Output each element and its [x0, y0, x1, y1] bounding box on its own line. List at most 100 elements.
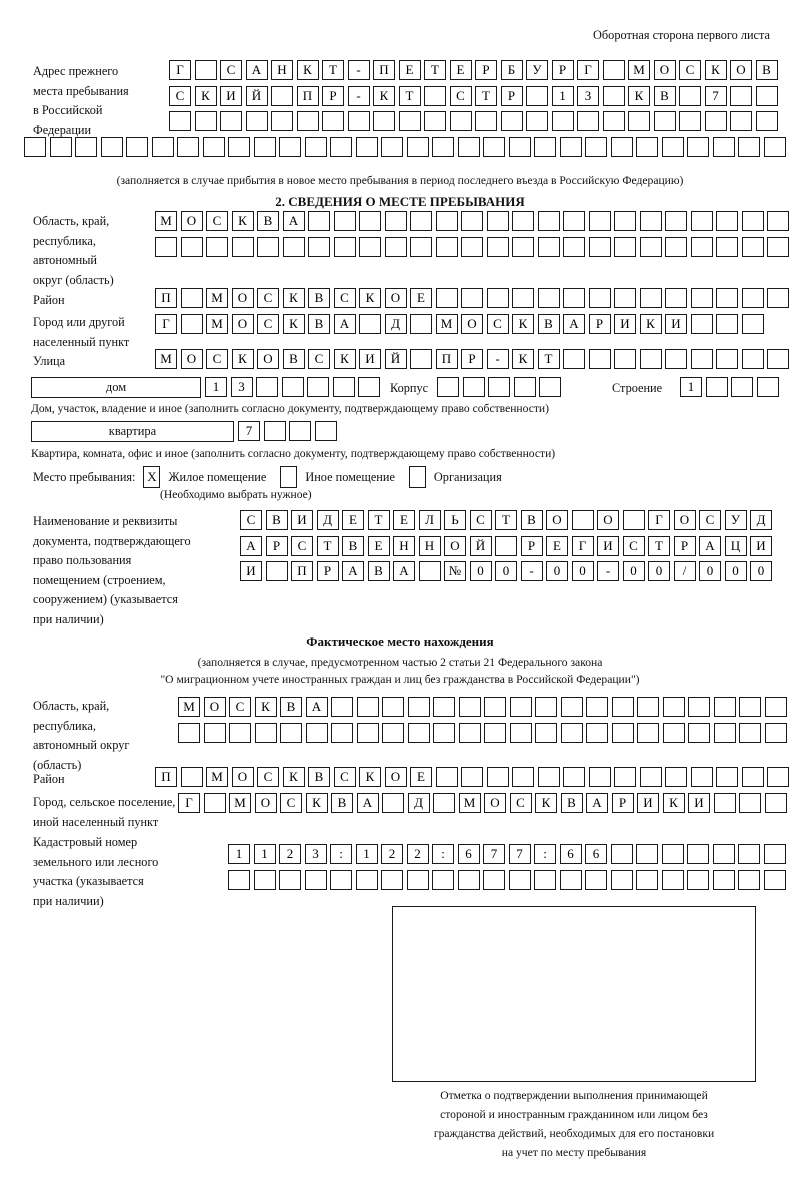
char-cell[interactable]: -	[486, 349, 509, 369]
char-cell[interactable]: Н	[393, 535, 415, 556]
char-cell[interactable]: Т	[648, 535, 670, 556]
char-cell[interactable]: К	[359, 767, 381, 787]
char-cell[interactable]	[449, 111, 472, 131]
char-cell[interactable]: Р	[588, 314, 611, 334]
char-cell[interactable]: К	[194, 85, 217, 106]
char-cell[interactable]: -	[597, 561, 619, 581]
char-cell[interactable]: С	[291, 535, 313, 556]
char-cell[interactable]	[512, 288, 534, 308]
char-cell[interactable]	[180, 767, 203, 787]
char-cell[interactable]	[194, 60, 217, 80]
char-cell[interactable]	[382, 793, 404, 813]
char-cell[interactable]	[679, 111, 701, 131]
char-cell[interactable]	[435, 211, 458, 231]
char-cell[interactable]	[741, 314, 764, 334]
char-cell[interactable]: А	[356, 793, 379, 813]
char-cell[interactable]: М	[206, 288, 228, 308]
char-cell[interactable]	[359, 211, 381, 231]
char-cell[interactable]	[512, 767, 534, 787]
char-cell[interactable]: 3	[577, 85, 599, 106]
char-cell[interactable]: Т	[398, 85, 421, 106]
char-cell[interactable]	[49, 136, 72, 157]
char-cell[interactable]	[432, 869, 454, 890]
char-cell[interactable]	[764, 793, 787, 813]
char-cell[interactable]	[433, 793, 455, 813]
char-cell[interactable]: Б	[500, 60, 523, 80]
char-cell[interactable]: Е	[546, 535, 568, 556]
char-cell[interactable]	[381, 136, 403, 157]
char-cell[interactable]	[704, 111, 727, 131]
char-cell[interactable]: В	[560, 793, 583, 813]
char-cell[interactable]	[661, 844, 684, 864]
char-cell[interactable]: Р	[475, 60, 497, 80]
char-cell[interactable]: О	[231, 288, 254, 308]
char-cell[interactable]: К	[512, 349, 534, 369]
char-cell[interactable]: Т	[367, 510, 390, 530]
char-cell[interactable]	[331, 722, 353, 743]
char-cell[interactable]	[228, 869, 250, 890]
char-cell[interactable]	[382, 697, 404, 717]
char-cell[interactable]: И	[614, 314, 636, 334]
char-cell[interactable]	[755, 85, 778, 106]
char-cell[interactable]	[585, 869, 607, 890]
char-cell[interactable]: М	[206, 767, 228, 787]
char-cell[interactable]: О	[444, 535, 466, 556]
char-cell[interactable]	[767, 767, 789, 787]
char-cell[interactable]	[194, 111, 217, 131]
char-cell[interactable]: В	[331, 793, 353, 813]
char-cell[interactable]	[407, 697, 430, 717]
char-cell[interactable]: О	[257, 349, 279, 369]
char-cell[interactable]: А	[240, 535, 262, 556]
char-cell[interactable]: Д	[407, 793, 430, 813]
char-cell[interactable]	[535, 722, 557, 743]
char-cell[interactable]	[265, 561, 288, 581]
char-cell[interactable]: 0	[495, 561, 517, 581]
char-cell[interactable]	[373, 111, 395, 131]
char-cell[interactable]	[359, 236, 381, 257]
char-cell[interactable]	[424, 85, 446, 106]
char-cell[interactable]	[180, 288, 203, 308]
char-cell[interactable]: А	[282, 211, 305, 231]
char-cell[interactable]: Е	[449, 60, 472, 80]
char-cell[interactable]	[563, 767, 585, 787]
char-cell[interactable]	[767, 211, 789, 231]
char-cell[interactable]: В	[308, 288, 330, 308]
char-cell[interactable]	[560, 722, 583, 743]
char-cell[interactable]: 3	[230, 377, 253, 397]
char-cell[interactable]: М	[229, 793, 251, 813]
char-cell[interactable]	[203, 793, 226, 813]
char-cell[interactable]	[424, 111, 446, 131]
char-cell[interactable]	[406, 869, 429, 890]
char-cell[interactable]: С	[333, 767, 356, 787]
char-cell[interactable]	[588, 349, 611, 369]
char-cell[interactable]	[665, 236, 687, 257]
char-cell[interactable]: Р	[500, 85, 523, 106]
char-cell[interactable]	[347, 111, 370, 131]
char-cell[interactable]	[432, 136, 454, 157]
char-cell[interactable]	[381, 869, 403, 890]
char-cell[interactable]: К	[296, 60, 319, 80]
char-cell[interactable]	[628, 111, 650, 131]
char-cell[interactable]	[636, 136, 658, 157]
char-cell[interactable]	[435, 767, 458, 787]
char-cell[interactable]	[486, 767, 509, 787]
char-cell[interactable]: П	[291, 561, 313, 581]
char-cell[interactable]: Т	[495, 510, 517, 530]
char-cell[interactable]	[738, 136, 760, 157]
char-cell[interactable]	[279, 869, 301, 890]
char-cell[interactable]: 0	[750, 561, 772, 581]
char-cell[interactable]: А	[245, 60, 268, 80]
char-cell[interactable]: О	[254, 793, 277, 813]
char-cell[interactable]: С	[257, 288, 279, 308]
char-cell[interactable]	[355, 869, 378, 890]
char-cell[interactable]: С	[679, 60, 701, 80]
char-cell[interactable]: О	[673, 510, 696, 530]
char-cell[interactable]: В	[367, 561, 390, 581]
char-cell[interactable]: Г	[169, 60, 191, 80]
char-cell[interactable]: :	[432, 844, 454, 864]
char-cell[interactable]	[764, 697, 787, 717]
char-cell[interactable]: К	[282, 314, 305, 334]
char-cell[interactable]	[458, 697, 481, 717]
char-cell[interactable]: А	[393, 561, 415, 581]
char-cell[interactable]: М	[628, 60, 650, 80]
